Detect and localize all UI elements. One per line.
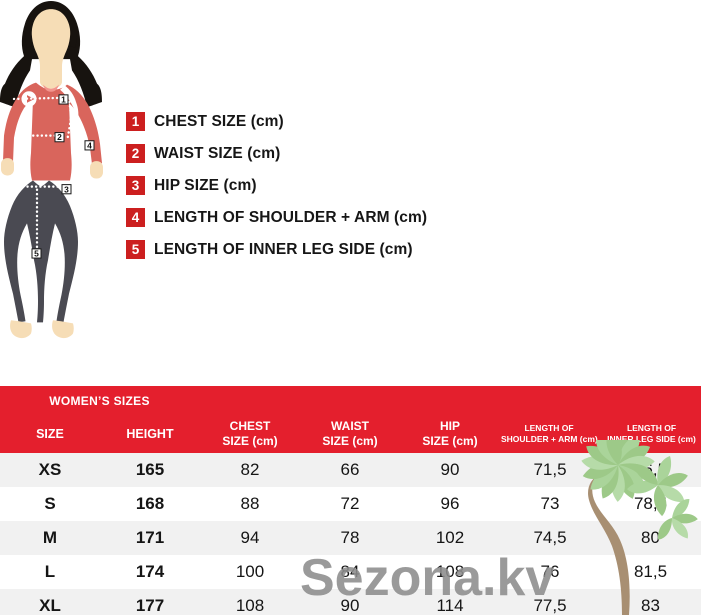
svg-text:5: 5 bbox=[34, 248, 39, 258]
svg-text:4: 4 bbox=[87, 140, 92, 150]
svg-text:2: 2 bbox=[57, 132, 62, 142]
svg-text:1: 1 bbox=[61, 94, 66, 104]
svg-text:3: 3 bbox=[64, 184, 69, 194]
